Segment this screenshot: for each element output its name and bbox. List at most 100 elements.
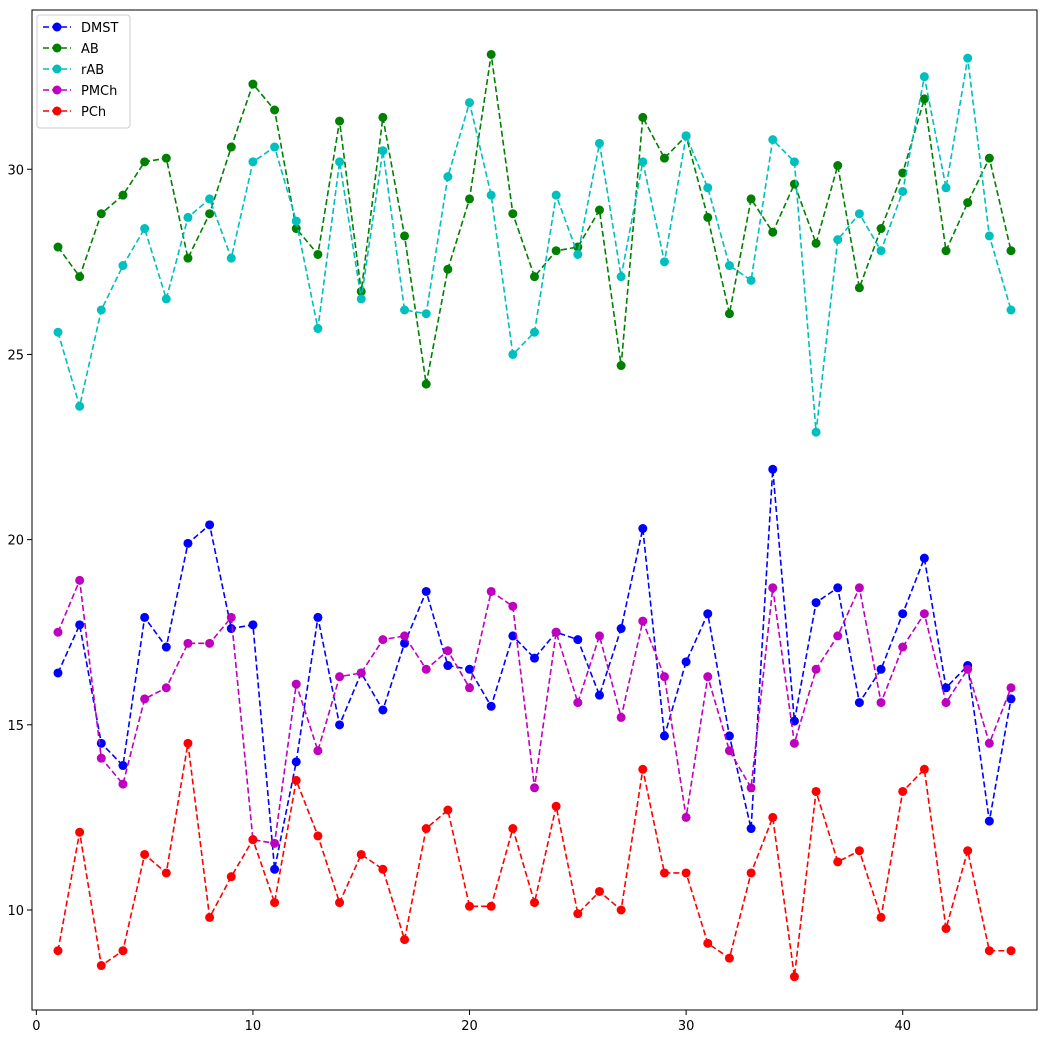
data-point [248,835,258,845]
data-point [508,601,518,611]
data-point [746,868,756,878]
data-point [768,135,778,145]
data-point [551,190,561,200]
data-point [421,664,431,674]
data-point [638,764,648,774]
data-point [53,946,63,956]
data-point [443,264,453,274]
data-point [703,183,713,193]
legend-marker [52,22,62,32]
y-tick-label: 15 [7,719,24,734]
data-point [313,831,323,841]
data-point [530,653,539,663]
data-point [53,327,63,337]
legend-label: PCh [81,105,106,120]
data-point [854,846,864,856]
data-point [746,275,756,285]
data-point [205,912,215,922]
data-point [226,142,236,152]
data-point [508,349,518,359]
legend-entry-ab: AB [43,42,99,57]
data-point [443,661,453,671]
data-point [616,361,626,371]
data-point [421,586,431,596]
data-point [335,116,345,126]
data-point [161,294,171,304]
data-point [378,112,388,122]
data-point [876,698,886,708]
data-point [140,224,150,234]
data-point [724,731,734,741]
data-point [356,668,366,678]
data-point [573,249,583,259]
legend-marker [52,85,62,95]
legend-label: DMST [81,21,118,36]
data-point [335,898,345,908]
data-point [963,846,973,856]
data-point [291,679,301,689]
data-point [594,631,604,641]
data-point [659,672,669,682]
legend-entry-dmst: DMST [43,21,118,36]
data-point [465,664,475,674]
data-point [400,638,410,648]
data-point [118,261,128,271]
data-point [118,946,128,956]
data-point [161,683,171,693]
data-point [811,598,821,608]
data-point [638,524,648,534]
data-point [594,886,604,896]
data-point [161,868,171,878]
data-point [811,238,821,248]
data-point [291,775,301,785]
data-point [594,205,604,215]
data-point [378,864,388,874]
data-point [703,609,713,619]
data-point [811,786,821,796]
data-point [205,520,215,530]
data-point [75,827,85,837]
data-point [811,427,821,437]
data-point [703,672,713,682]
data-point [1006,694,1016,704]
data-point [183,212,193,222]
data-point [270,898,280,908]
data-point [1006,683,1016,693]
data-point [75,575,85,585]
data-point [530,272,539,282]
series-line [57,54,1012,385]
data-point [226,872,236,882]
data-point [421,309,431,319]
y-tick-label: 10 [7,904,24,919]
data-point [530,783,539,793]
data-point [1006,305,1016,315]
data-point [898,186,908,196]
data-point [75,272,85,282]
data-point [898,609,908,619]
data-point [378,635,388,645]
data-point [1006,946,1016,956]
y-tick-label: 30 [7,163,24,178]
data-point [465,194,475,204]
data-point [659,731,669,741]
data-point [638,616,648,626]
data-point [919,609,929,619]
data-point [616,624,626,634]
data-point [96,738,106,748]
data-point [681,657,691,667]
data-point [833,583,843,593]
data-point [573,635,583,645]
data-point [400,231,410,241]
data-point [486,586,496,596]
data-point [508,824,518,834]
data-point [746,783,756,793]
data-point [378,705,388,715]
legend-marker [52,43,62,53]
data-point [53,242,63,252]
data-point [768,583,778,593]
series-line [57,469,1012,870]
data-point [140,694,150,704]
data-point [941,246,951,256]
data-point [486,701,496,711]
data-point [205,209,215,219]
